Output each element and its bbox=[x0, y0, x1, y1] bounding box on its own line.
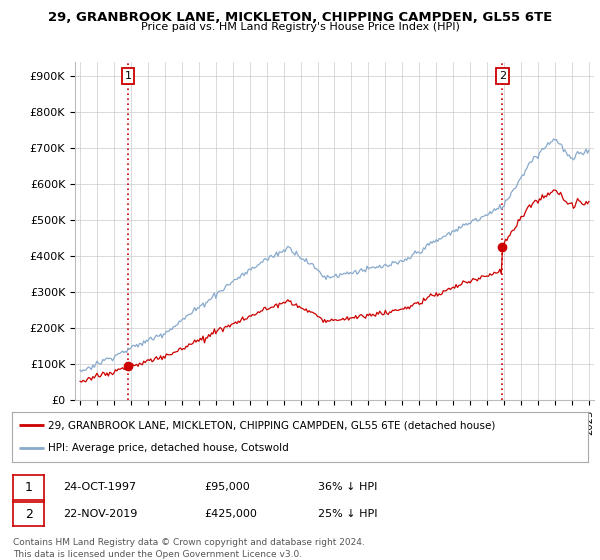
Text: Price paid vs. HM Land Registry's House Price Index (HPI): Price paid vs. HM Land Registry's House … bbox=[140, 22, 460, 32]
Text: Contains HM Land Registry data © Crown copyright and database right 2024.
This d: Contains HM Land Registry data © Crown c… bbox=[13, 538, 365, 559]
Text: HPI: Average price, detached house, Cotswold: HPI: Average price, detached house, Cots… bbox=[48, 444, 289, 454]
Text: 25% ↓ HPI: 25% ↓ HPI bbox=[318, 509, 377, 519]
Text: 2: 2 bbox=[499, 71, 506, 81]
Text: 22-NOV-2019: 22-NOV-2019 bbox=[63, 509, 137, 519]
Text: 36% ↓ HPI: 36% ↓ HPI bbox=[318, 482, 377, 492]
Text: 29, GRANBROOK LANE, MICKLETON, CHIPPING CAMPDEN, GL55 6TE (detached house): 29, GRANBROOK LANE, MICKLETON, CHIPPING … bbox=[48, 420, 495, 430]
Text: 2: 2 bbox=[25, 507, 33, 521]
Text: £425,000: £425,000 bbox=[204, 509, 257, 519]
Text: 1: 1 bbox=[25, 480, 33, 494]
Text: 29, GRANBROOK LANE, MICKLETON, CHIPPING CAMPDEN, GL55 6TE: 29, GRANBROOK LANE, MICKLETON, CHIPPING … bbox=[48, 11, 552, 24]
Text: 1: 1 bbox=[124, 71, 131, 81]
Text: 24-OCT-1997: 24-OCT-1997 bbox=[63, 482, 136, 492]
Text: £95,000: £95,000 bbox=[204, 482, 250, 492]
